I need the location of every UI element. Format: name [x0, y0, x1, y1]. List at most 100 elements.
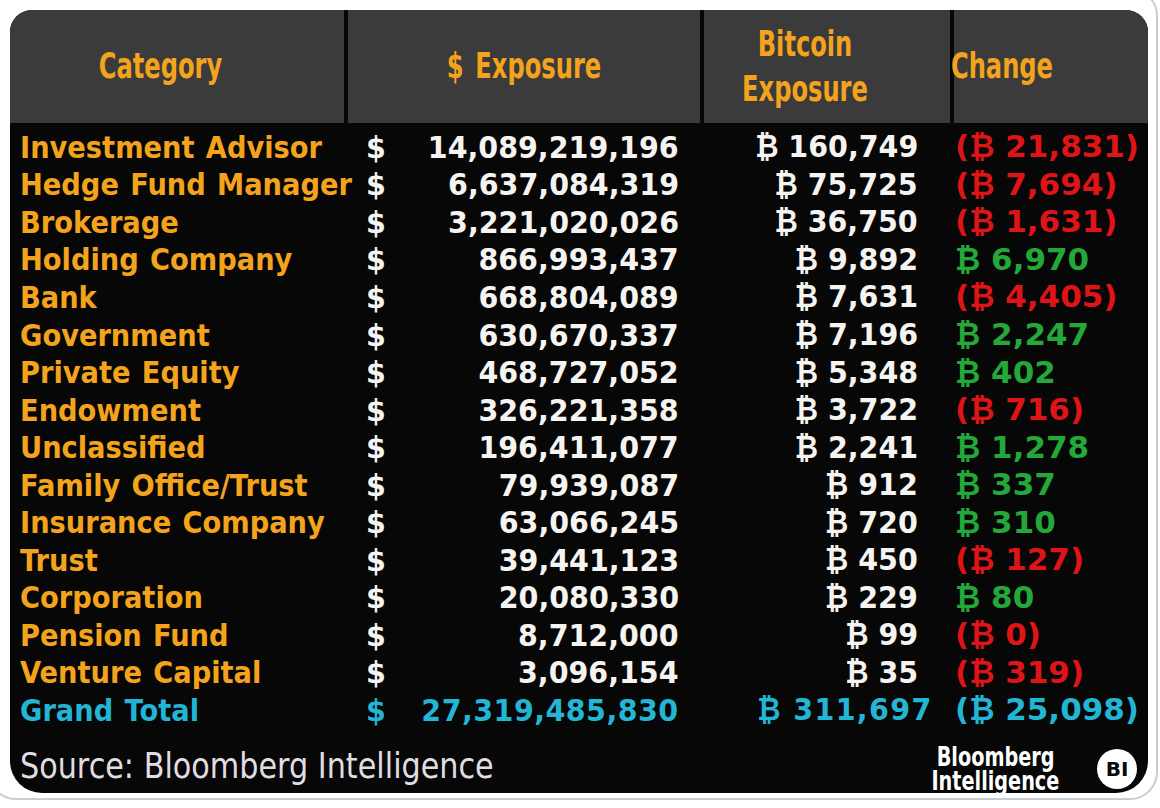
- dollar-sign: $: [366, 542, 386, 578]
- table-row: Family Office/Trust$79,939,087₿ 912₿ 337: [10, 466, 1148, 504]
- table-row: Unclassified$196,411,077₿ 2,241₿ 1,278: [10, 428, 1148, 466]
- dollar-sign: $: [366, 354, 386, 390]
- dollar-sign: $: [366, 579, 386, 615]
- category-cell: Investment Advisor: [10, 129, 344, 165]
- dollar-exposure-cell: $668,804,089: [344, 279, 700, 315]
- table-body: Investment Advisor$14,089,219,196₿ 160,7…: [10, 128, 1148, 729]
- change-cell: (₿ 1,631): [950, 203, 1148, 240]
- bitcoin-exposure-cell: ₿ 7,631: [700, 278, 950, 315]
- exposure-value: 8,712,000: [518, 617, 679, 653]
- category-cell: Trust: [10, 542, 344, 578]
- bitcoin-exposure-cell: ₿ 75,725: [700, 166, 950, 203]
- bitcoin-exposure-cell: ₿ 311,697: [700, 691, 950, 728]
- header-category: Category: [10, 10, 344, 123]
- change-cell: ₿ 402: [950, 354, 1148, 391]
- exposure-value: 3,096,154: [518, 654, 679, 690]
- exposure-value: 63,066,245: [499, 504, 679, 540]
- dollar-exposure-cell: $20,080,330: [344, 579, 700, 615]
- category-cell: Bank: [10, 279, 344, 315]
- category-cell: Insurance Company: [10, 504, 344, 540]
- exposure-value: 20,080,330: [499, 579, 679, 615]
- bitcoin-exposure-cell: ₿ 2,241: [700, 429, 950, 466]
- bitcoin-exposure-cell: ₿ 160,749: [700, 128, 950, 165]
- dollar-exposure-cell: $3,221,020,026: [344, 204, 700, 240]
- table-row: Investment Advisor$14,089,219,196₿ 160,7…: [10, 128, 1148, 166]
- table-header: Category $ Exposure Bitcoin Exposure Cha…: [10, 10, 1148, 123]
- dollar-sign: $: [366, 129, 386, 165]
- exposure-value: 668,804,089: [479, 279, 679, 315]
- category-cell: Endowment: [10, 392, 344, 428]
- table-row: Government$630,670,337₿ 7,196₿ 2,247: [10, 316, 1148, 354]
- exposure-value: 3,221,020,026: [448, 204, 679, 240]
- exposure-value: 468,727,052: [479, 354, 679, 390]
- change-cell: (₿ 25,098): [950, 691, 1148, 728]
- dollar-exposure-cell: $79,939,087: [344, 467, 700, 503]
- bi-badge-icon: BI: [1097, 749, 1137, 789]
- change-cell: ₿ 337: [950, 466, 1148, 503]
- change-cell: (₿ 7,694): [950, 166, 1148, 203]
- dollar-exposure-cell: $326,221,358: [344, 392, 700, 428]
- change-cell: (₿ 127): [950, 541, 1148, 578]
- dollar-exposure-cell: $866,993,437: [344, 241, 700, 277]
- change-cell: ₿ 1,278: [950, 429, 1148, 466]
- category-cell: Corporation: [10, 579, 344, 615]
- dollar-sign: $: [366, 692, 386, 728]
- exposure-value: 866,993,437: [479, 241, 679, 277]
- screenshot: Category $ Exposure Bitcoin Exposure Cha…: [0, 0, 1160, 808]
- bitcoin-exposure-cell: ₿ 99: [700, 616, 950, 653]
- table-row: Private Equity$468,727,052₿ 5,348₿ 402: [10, 353, 1148, 391]
- bitcoin-exposure-cell: ₿ 35: [700, 654, 950, 691]
- table-row: Bank$668,804,089₿ 7,631(₿ 4,405): [10, 278, 1148, 316]
- bitcoin-exposure-cell: ₿ 9,892: [700, 241, 950, 278]
- logo-text: Bloomberg Intelligence: [909, 745, 1082, 793]
- table-row: Holding Company$866,993,437₿ 9,892₿ 6,97…: [10, 241, 1148, 279]
- category-cell: Private Equity: [10, 354, 344, 390]
- bitcoin-exposure-cell: ₿ 7,196: [700, 316, 950, 353]
- change-cell: (₿ 716): [950, 391, 1148, 428]
- change-cell: ₿ 6,970: [950, 241, 1148, 278]
- change-cell: (₿ 0): [950, 616, 1148, 653]
- exposure-value: 196,411,077: [479, 429, 679, 465]
- bitcoin-exposure-cell: ₿ 3,722: [700, 391, 950, 428]
- category-cell: Pension Fund: [10, 617, 344, 653]
- dollar-exposure-cell: $196,411,077: [344, 429, 700, 465]
- exposure-value: 14,089,219,196: [428, 129, 679, 165]
- bitcoin-exposure-cell: ₿ 229: [700, 579, 950, 616]
- dollar-exposure-cell: $27,319,485,830: [344, 692, 700, 728]
- dollar-sign: $: [366, 504, 386, 540]
- exposure-value: 39,441,123: [499, 542, 679, 578]
- bitcoin-exposure-cell: ₿ 720: [700, 504, 950, 541]
- dollar-exposure-cell: $630,670,337: [344, 317, 700, 353]
- dollar-exposure-cell: $468,727,052: [344, 354, 700, 390]
- dollar-sign: $: [366, 279, 386, 315]
- dollar-sign: $: [366, 166, 386, 202]
- change-cell: ₿ 80: [950, 579, 1148, 616]
- category-cell: Venture Capital: [10, 654, 344, 690]
- source-label: Source: Bloomberg Intelligence: [20, 745, 584, 786]
- header-bitcoin-exposure: Bitcoin Exposure: [700, 10, 950, 123]
- header-dollar-exposure: $ Exposure: [344, 10, 700, 123]
- category-cell: Brokerage: [10, 204, 344, 240]
- exposure-value: 326,221,358: [479, 392, 679, 428]
- bitcoin-exposure-cell: ₿ 450: [700, 541, 950, 578]
- change-cell: (₿ 4,405): [950, 278, 1148, 315]
- dollar-sign: $: [366, 467, 386, 503]
- category-cell: Unclassified: [10, 429, 344, 465]
- change-cell: ₿ 310: [950, 504, 1148, 541]
- dollar-sign: $: [366, 617, 386, 653]
- dollar-sign: $: [366, 317, 386, 353]
- header-change: Change: [950, 10, 1148, 123]
- bitcoin-exposure-cell: ₿ 5,348: [700, 354, 950, 391]
- table-row: Venture Capital$3,096,154₿ 35(₿ 319): [10, 654, 1148, 692]
- dollar-exposure-cell: $6,637,084,319: [344, 166, 700, 202]
- table-row-grand-total: Grand Total$27,319,485,830₿ 311,697(₿ 25…: [10, 691, 1148, 729]
- exposure-value: 79,939,087: [499, 467, 679, 503]
- table-row: Endowment$326,221,358₿ 3,722(₿ 716): [10, 391, 1148, 429]
- table-footer: Source: Bloomberg Intelligence Bloomberg…: [10, 738, 1148, 793]
- table-row: Brokerage$3,221,020,026₿ 36,750(₿ 1,631): [10, 203, 1148, 241]
- table-row: Pension Fund $8,712,000 ₿ 99(₿ 0): [10, 616, 1148, 654]
- dollar-exposure-cell: $14,089,219,196: [344, 129, 700, 165]
- dollar-sign: $: [366, 241, 386, 277]
- exposure-value: 6,637,084,319: [448, 166, 679, 202]
- bitcoin-exposure-table: Category $ Exposure Bitcoin Exposure Cha…: [10, 10, 1148, 793]
